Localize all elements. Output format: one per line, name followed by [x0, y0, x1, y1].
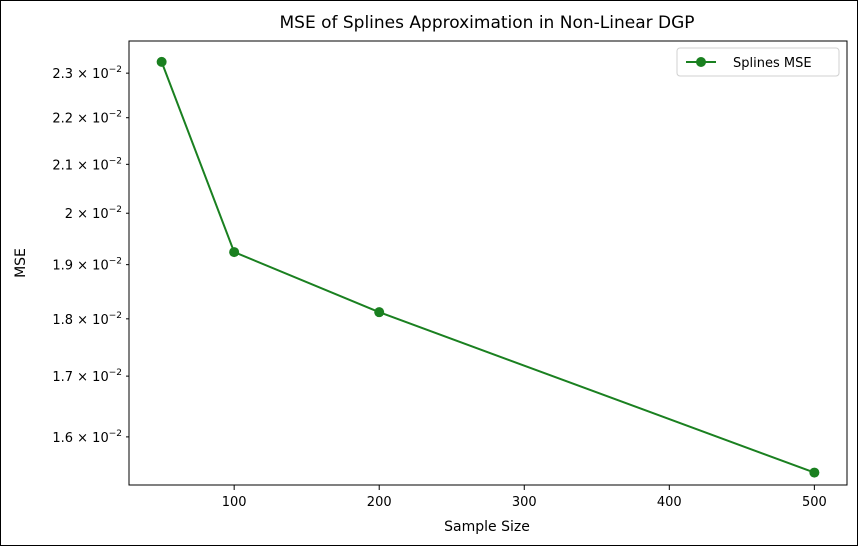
data-point	[809, 467, 820, 478]
y-tick-label: 1.7 × 10−2	[52, 368, 122, 385]
legend: Splines MSE	[676, 47, 840, 77]
y-tick-label: 1.8 × 10−2	[52, 311, 122, 328]
y-tick-label: 1.6 × 10−2	[52, 429, 122, 446]
legend-label: Splines MSE	[733, 56, 812, 71]
data-point	[374, 307, 385, 318]
legend-marker	[696, 57, 706, 67]
x-tick-label: 200	[367, 495, 392, 510]
data-point	[229, 247, 240, 258]
y-tick-label: 2.3 × 10−2	[52, 65, 122, 82]
x-tick-label: 500	[802, 495, 827, 510]
y-tick-label: 1.9 × 10−2	[52, 257, 122, 274]
x-axis-label: Sample Size	[444, 519, 530, 535]
data-point	[156, 56, 167, 67]
x-tick-label: 100	[222, 495, 247, 510]
chart-title: MSE of Splines Approximation in Non-Line…	[279, 13, 694, 33]
x-tick-label: 300	[512, 495, 537, 510]
legend-box	[676, 47, 840, 77]
y-axis-label: MSE	[13, 248, 29, 278]
x-tick-label: 400	[657, 495, 682, 510]
series-line	[160, 61, 815, 474]
y-tick-label: 2 × 10−2	[65, 205, 122, 222]
y-tick-label: 2.1 × 10−2	[52, 156, 122, 173]
plot-area	[128, 40, 848, 486]
y-tick-label: 2.2 × 10−2	[52, 110, 122, 127]
